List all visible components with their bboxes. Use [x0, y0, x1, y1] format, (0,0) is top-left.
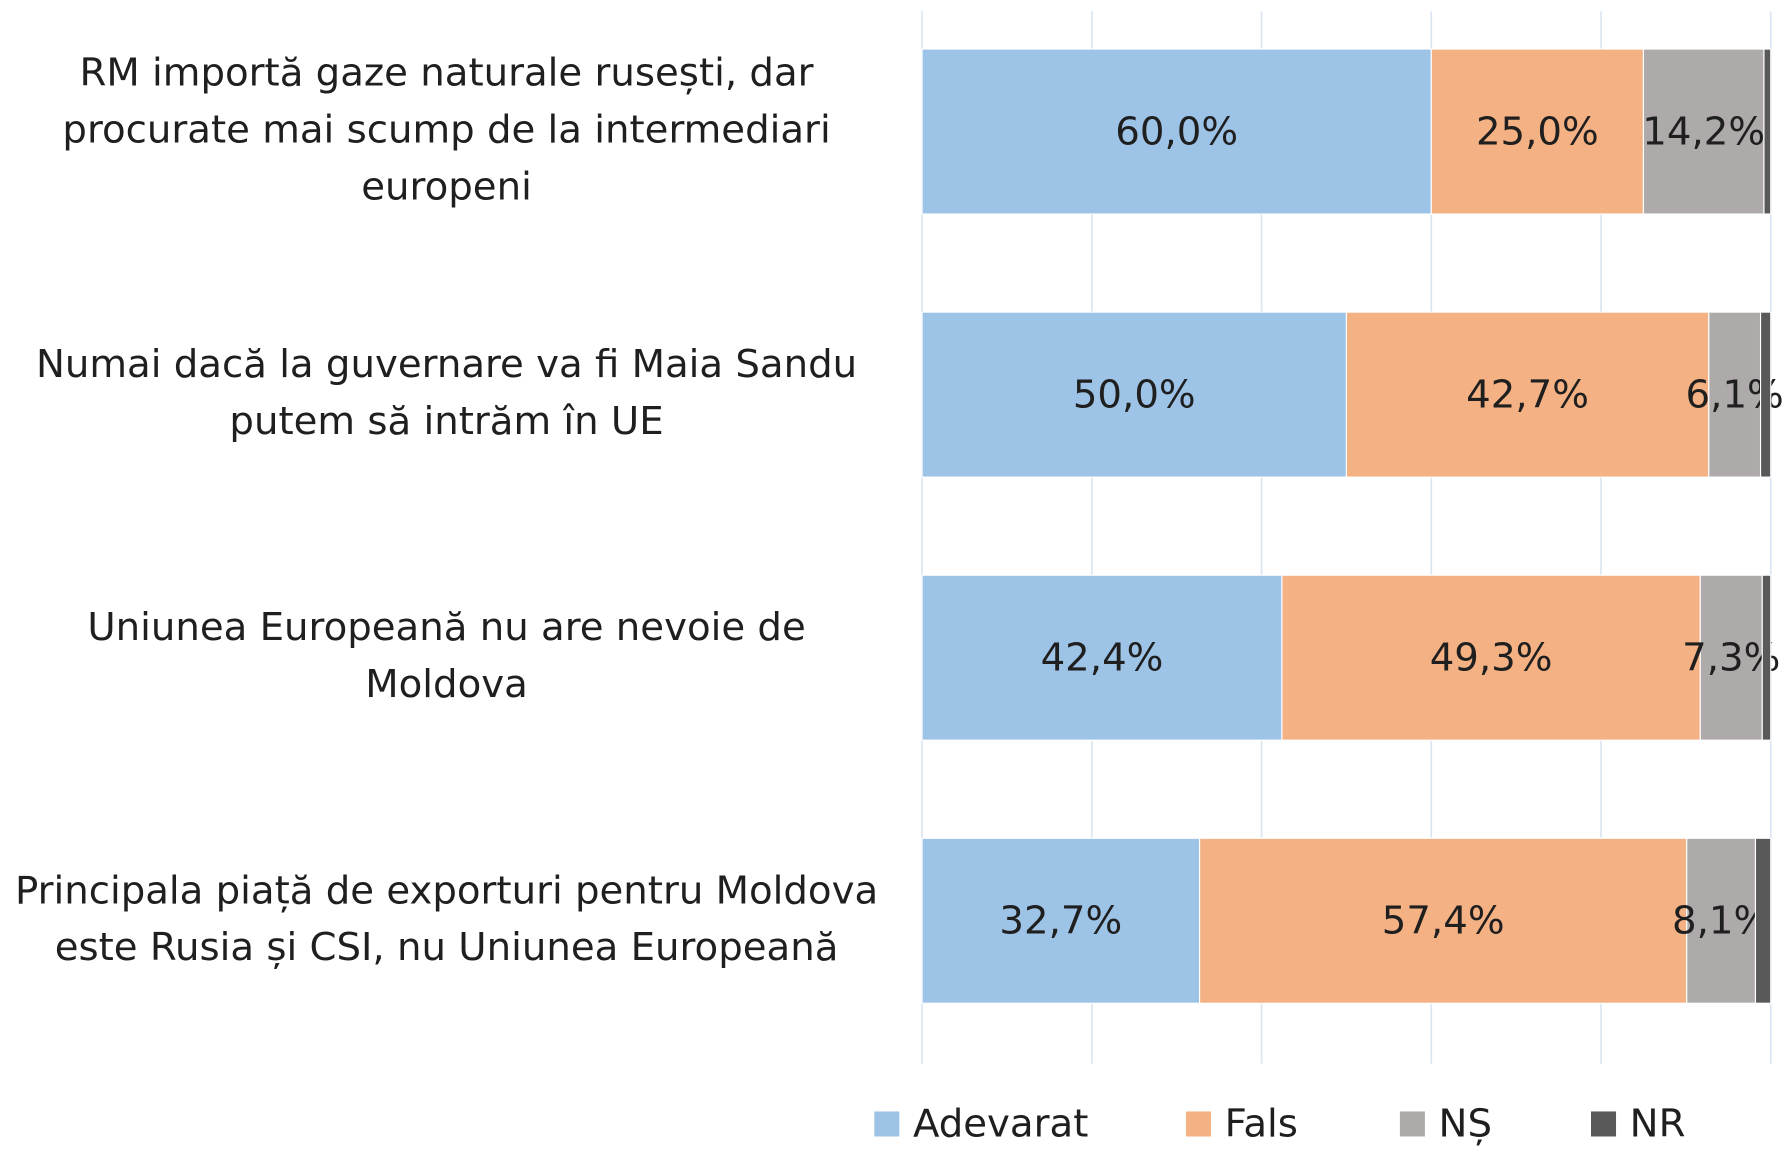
value-label: 32,7% [999, 899, 1122, 944]
legend-swatch [874, 1111, 900, 1137]
legend-swatch [1591, 1111, 1617, 1137]
value-label: 42,7% [1466, 372, 1589, 417]
legend-swatch [1186, 1111, 1212, 1137]
legend-label: Adevarat [913, 1102, 1088, 1147]
value-label: 57,4% [1382, 899, 1505, 944]
value-label: 49,3% [1430, 635, 1553, 680]
bar-segment [1759, 311, 1772, 478]
legend-label: NȘ [1439, 1102, 1492, 1147]
bar-segment [1281, 574, 1701, 741]
bar-segment [921, 48, 1432, 215]
value-label: 14,2% [1642, 109, 1765, 154]
bar-segment [1686, 837, 1757, 1004]
bar-segment [1708, 311, 1762, 478]
value-label: 60,0% [1115, 109, 1238, 154]
legend-label: Fals [1225, 1102, 1298, 1147]
legend-swatch [1399, 1111, 1425, 1137]
bar-segment [1754, 837, 1772, 1004]
value-label: 50,0% [1073, 372, 1196, 417]
bar-segment [1642, 48, 1765, 215]
bar-segment [1763, 48, 1772, 215]
bar-segment [1345, 311, 1710, 478]
bar-segment [1199, 837, 1688, 1004]
category-label: Numai dacă la guvernare va fi Maia Sandu… [36, 342, 857, 444]
category-label: Principala piață de exporturi pentru Mol… [15, 868, 878, 970]
category-label: Uniunea Europeană nu are nevoie de Moldov… [87, 605, 805, 707]
value-label: 25,0% [1476, 109, 1599, 154]
bar-segment [1761, 574, 1772, 741]
value-label: 8,1% [1672, 899, 1770, 944]
bar-segment [921, 574, 1283, 741]
bar-segment [921, 837, 1201, 1004]
bar-segment [1699, 574, 1763, 741]
category-label: RM importă gaze naturale rusești, dar pro… [62, 50, 830, 209]
legend-label: NR [1630, 1102, 1686, 1147]
bar-segment [921, 311, 1347, 478]
value-label: 42,4% [1041, 635, 1164, 680]
